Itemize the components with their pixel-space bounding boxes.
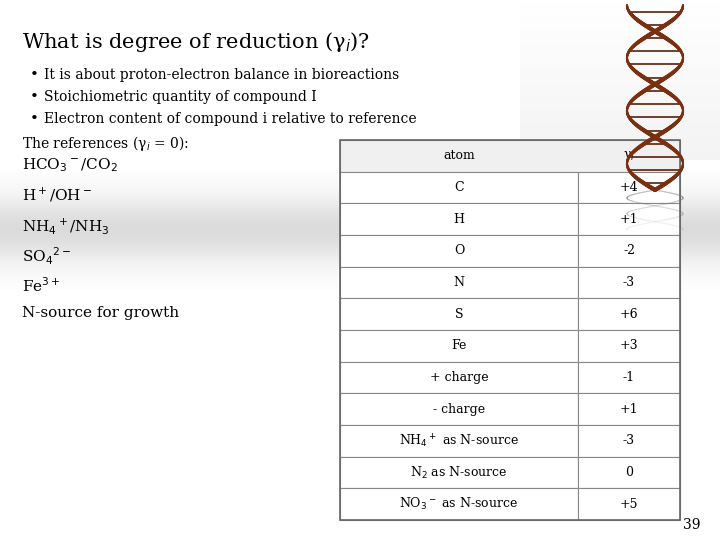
- Bar: [578, 457, 680, 488]
- Text: +6: +6: [620, 308, 639, 321]
- Text: •: •: [30, 90, 39, 104]
- Text: •: •: [30, 112, 39, 126]
- Bar: [578, 172, 680, 204]
- Bar: [340, 267, 578, 298]
- Bar: [578, 330, 680, 362]
- Text: NH$_4$$^+$/NH$_3$: NH$_4$$^+$/NH$_3$: [22, 216, 109, 236]
- Text: - charge: - charge: [433, 403, 485, 416]
- Text: Fe$^{3+}$: Fe$^{3+}$: [22, 276, 60, 295]
- Bar: [340, 140, 680, 520]
- Bar: [578, 298, 680, 330]
- Text: O: O: [454, 244, 464, 258]
- Bar: [578, 235, 680, 267]
- Text: +4: +4: [620, 181, 639, 194]
- Text: N$_2$ as N-source: N$_2$ as N-source: [410, 464, 508, 481]
- Text: NH$_4$$^+$ as N-source: NH$_4$$^+$ as N-source: [399, 432, 519, 449]
- Bar: [340, 330, 578, 362]
- Text: C: C: [454, 181, 464, 194]
- Text: The references (γ$_i$ = 0):: The references (γ$_i$ = 0):: [22, 134, 189, 153]
- Bar: [340, 235, 578, 267]
- Text: -3: -3: [623, 434, 635, 447]
- Text: +5: +5: [620, 498, 638, 511]
- Text: S: S: [455, 308, 463, 321]
- Text: γ$_i$: γ$_i$: [623, 149, 635, 163]
- Text: +1: +1: [620, 403, 639, 416]
- Bar: [340, 204, 578, 235]
- Text: N-source for growth: N-source for growth: [22, 306, 179, 320]
- Text: What is degree of reduction (γ$_i$)?: What is degree of reduction (γ$_i$)?: [22, 30, 370, 54]
- Text: It is about proton-electron balance in bioreactions: It is about proton-electron balance in b…: [44, 68, 400, 82]
- Text: atom: atom: [443, 150, 475, 163]
- Bar: [340, 172, 578, 204]
- Text: -1: -1: [623, 371, 635, 384]
- Text: H: H: [454, 213, 464, 226]
- Bar: [578, 393, 680, 425]
- Text: +1: +1: [620, 213, 639, 226]
- Text: N: N: [454, 276, 464, 289]
- Bar: [578, 425, 680, 457]
- Text: Stoichiometric quantity of compound I: Stoichiometric quantity of compound I: [44, 90, 317, 104]
- Text: -2: -2: [623, 244, 635, 258]
- Text: -3: -3: [623, 276, 635, 289]
- Bar: [578, 488, 680, 520]
- Text: •: •: [30, 68, 39, 82]
- Text: + charge: + charge: [430, 371, 488, 384]
- Bar: [340, 488, 578, 520]
- Text: HCO$_3$$^-$/CO$_2$: HCO$_3$$^-$/CO$_2$: [22, 156, 117, 174]
- Text: Electron content of compound i relative to reference: Electron content of compound i relative …: [44, 112, 417, 126]
- Bar: [340, 298, 578, 330]
- Bar: [340, 140, 680, 172]
- Text: Fe: Fe: [451, 339, 467, 352]
- Bar: [340, 425, 578, 457]
- Text: 39: 39: [683, 518, 700, 532]
- Bar: [340, 393, 578, 425]
- Bar: [578, 267, 680, 298]
- Bar: [578, 204, 680, 235]
- Bar: [340, 457, 578, 488]
- Text: +3: +3: [620, 339, 639, 352]
- Bar: [340, 362, 578, 393]
- Bar: [578, 362, 680, 393]
- Text: 0: 0: [625, 466, 633, 479]
- Text: H$^+$/OH$^-$: H$^+$/OH$^-$: [22, 186, 92, 204]
- Text: NO$_3$$^-$ as N-source: NO$_3$$^-$ as N-source: [400, 496, 518, 512]
- Text: SO$_4$$^{2-}$: SO$_4$$^{2-}$: [22, 246, 71, 267]
